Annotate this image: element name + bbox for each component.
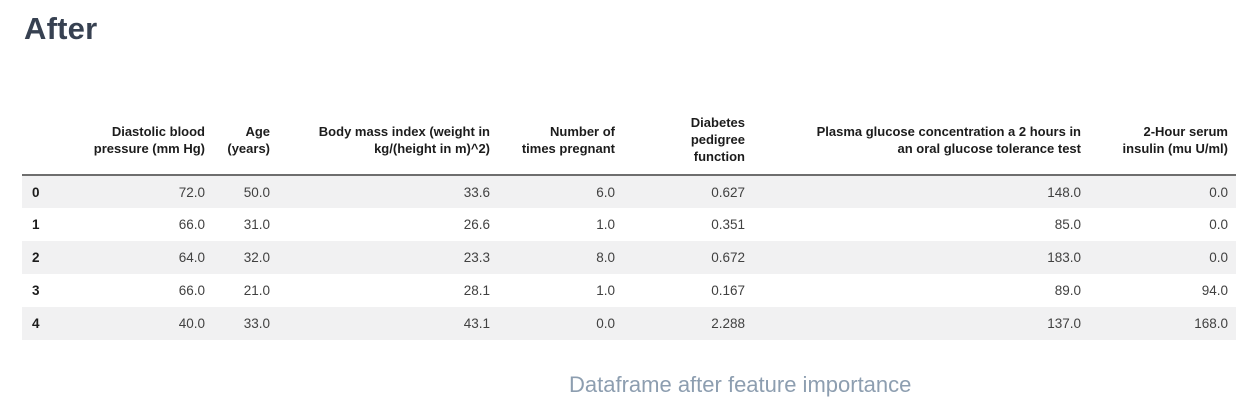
table-cell: 2.288 — [711, 316, 745, 331]
table-cell: 89.0 — [1054, 283, 1081, 298]
row-index: 4 — [32, 316, 40, 331]
table-cell: 0.351 — [711, 217, 745, 232]
table-cell: 6.0 — [596, 184, 615, 200]
table-cell: 32.0 — [243, 250, 270, 265]
table-cell: 137.0 — [1047, 316, 1081, 331]
column-header-diabetes-pedigree: Diabetes pedigree function — [623, 105, 753, 176]
table-cell: 0.0 — [1209, 217, 1228, 232]
column-header-times-pregnant: Number of times pregnant — [498, 105, 623, 176]
table-cell: 43.1 — [463, 316, 490, 331]
table-cell: 85.0 — [1054, 217, 1081, 232]
table-cell: 148.0 — [1047, 184, 1081, 200]
table-cell: 72.0 — [178, 184, 205, 200]
table-cell: 40.0 — [178, 316, 205, 331]
column-header-plasma-glucose: Plasma glucose concentration a 2 hours i… — [753, 105, 1089, 176]
column-header-bmi: Body mass index (weight in kg/(height in… — [278, 105, 498, 176]
table-row: 4 40.0 33.0 43.1 0.0 2.288 137.0 168.0 — [22, 307, 1236, 340]
table-row: 2 64.0 32.0 23.3 8.0 0.672 183.0 0.0 — [22, 241, 1236, 274]
table-cell: 94.0 — [1201, 283, 1228, 298]
table-row: 3 66.0 21.0 28.1 1.0 0.167 89.0 94.0 — [22, 274, 1236, 307]
table-header-row: Diastolic blood pressure (mm Hg) Age (ye… — [22, 105, 1236, 176]
dataframe-table: Diastolic blood pressure (mm Hg) Age (ye… — [22, 105, 1236, 340]
table-cell: 0.0 — [1209, 184, 1228, 200]
table-cell: 21.0 — [243, 283, 270, 298]
table-row: 1 66.0 31.0 26.6 1.0 0.351 85.0 0.0 — [22, 208, 1236, 241]
table-cell: 8.0 — [596, 250, 615, 265]
row-index: 3 — [32, 283, 40, 298]
table-cell: 66.0 — [178, 217, 205, 232]
table-cell: 28.1 — [463, 283, 490, 298]
column-header-diastolic-blood-pressure: Diastolic blood pressure (mm Hg) — [52, 105, 213, 176]
table-cell: 31.0 — [243, 217, 270, 232]
table-cell: 33.0 — [243, 316, 270, 331]
table-cell: 1.0 — [596, 217, 615, 232]
table-cell: 0.0 — [596, 316, 615, 331]
row-index: 0 — [32, 184, 40, 200]
column-header-serum-insulin: 2-Hour serum insulin (mu U/ml) — [1089, 105, 1236, 176]
index-column-header — [22, 105, 52, 176]
table-cell: 1.0 — [596, 283, 615, 298]
table-cell: 183.0 — [1047, 250, 1081, 265]
table-caption: Dataframe after feature importance — [569, 372, 912, 397]
column-header-age: Age (years) — [213, 105, 278, 176]
table-cell: 66.0 — [178, 283, 205, 298]
table-cell: 64.0 — [178, 250, 205, 265]
row-index: 1 — [32, 217, 40, 232]
table-cell: 26.6 — [463, 217, 490, 232]
dataframe-table-container: Diastolic blood pressure (mm Hg) Age (ye… — [22, 105, 1236, 340]
table-cell: 50.0 — [243, 184, 270, 200]
table-cell: 0.672 — [711, 250, 745, 265]
page-title: After — [24, 11, 98, 46]
table-cell: 33.6 — [463, 184, 490, 200]
table-cell: 0.167 — [711, 283, 745, 298]
table-cell: 168.0 — [1194, 316, 1228, 331]
table-row: 0 72.0 50.0 33.6 6.0 0.627 148.0 0.0 — [22, 175, 1236, 208]
table-cell: 0.0 — [1209, 250, 1228, 265]
table-cell: 23.3 — [463, 250, 490, 265]
table-cell: 0.627 — [711, 184, 745, 200]
row-index: 2 — [32, 250, 40, 265]
